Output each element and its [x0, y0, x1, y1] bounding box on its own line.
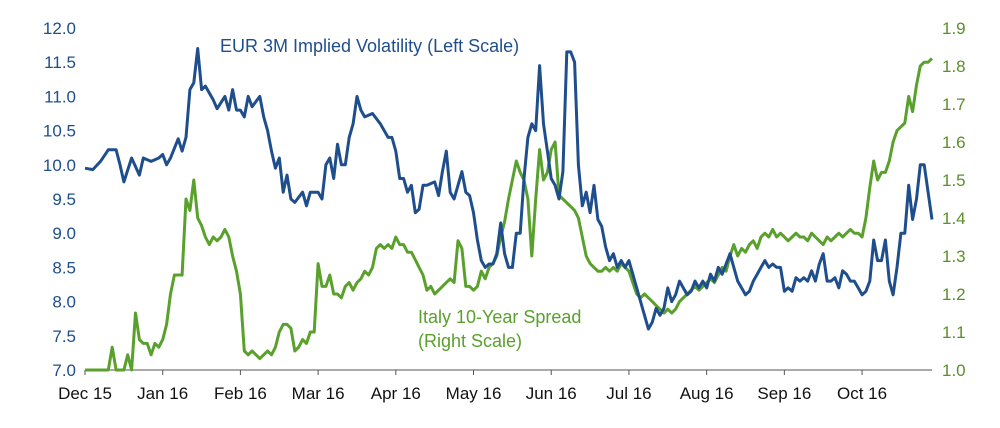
annotation-spread-2: (Right Scale)	[418, 331, 522, 351]
series-italy-spread-line	[85, 57, 934, 372]
x-tick-label: Jun 16	[526, 384, 577, 403]
annotation-spread-1: Italy 10-Year Spread	[418, 307, 581, 327]
right-tick-label: 1.0	[942, 361, 966, 380]
right-tick-label: 1.3	[942, 247, 966, 266]
series-eur-vol-line	[84, 47, 934, 331]
left-tick-label: 8.0	[52, 293, 76, 312]
left-tick-label: 8.5	[52, 258, 76, 277]
right-tick-label: 1.1	[942, 323, 966, 342]
right-tick-label: 1.6	[942, 133, 966, 152]
annotation-vol: EUR 3M Implied Volatility (Left Scale)	[220, 36, 519, 56]
left-tick-label: 12.0	[43, 19, 76, 38]
left-tick-label: 11.0	[44, 87, 76, 106]
left-tick-label: 7.0	[52, 361, 76, 380]
left-tick-label: 9.5	[52, 190, 76, 209]
left-axis-ticks: 12.0 11.5 11.0 10.5 10.0 9.5 9.0 8.5 8.0 7.5 7.0	[43, 19, 76, 380]
left-tick-label: 10.0	[43, 156, 76, 175]
x-tick-label: Mar 16	[292, 384, 345, 403]
x-tick-label: Feb 16	[214, 384, 267, 403]
x-tick-label: Jan 16	[137, 384, 188, 403]
x-tick-label: Apr 16	[371, 384, 421, 403]
right-tick-label: 1.9	[942, 19, 966, 38]
left-tick-label: 7.5	[52, 327, 76, 346]
left-tick-label: 11.5	[44, 53, 76, 72]
x-tick-label: Sep 16	[757, 384, 811, 403]
right-tick-label: 1.4	[942, 209, 966, 228]
x-tick-label: May 16	[446, 384, 502, 403]
x-tick-label: Oct 16	[837, 384, 887, 403]
right-tick-label: 1.5	[942, 171, 966, 190]
right-tick-label: 1.2	[942, 285, 966, 304]
x-tick-label: Jul 16	[606, 384, 651, 403]
right-tick-label: 1.7	[942, 95, 966, 114]
right-axis-ticks: 1.9 1.8 1.7 1.6 1.5 1.4 1.3 1.2 1.1 1.0	[942, 19, 966, 380]
right-tick-label: 1.8	[942, 57, 966, 76]
left-tick-label: 9.0	[52, 224, 76, 243]
left-tick-label: 10.5	[43, 122, 76, 141]
x-axis-ticks: Dec 15 Jan 16 Feb 16 Mar 16 Apr 16 May 16 Jun …	[58, 370, 887, 403]
x-tick-label: Dec 15	[58, 384, 112, 403]
x-tick-label: Aug 16	[680, 384, 734, 403]
